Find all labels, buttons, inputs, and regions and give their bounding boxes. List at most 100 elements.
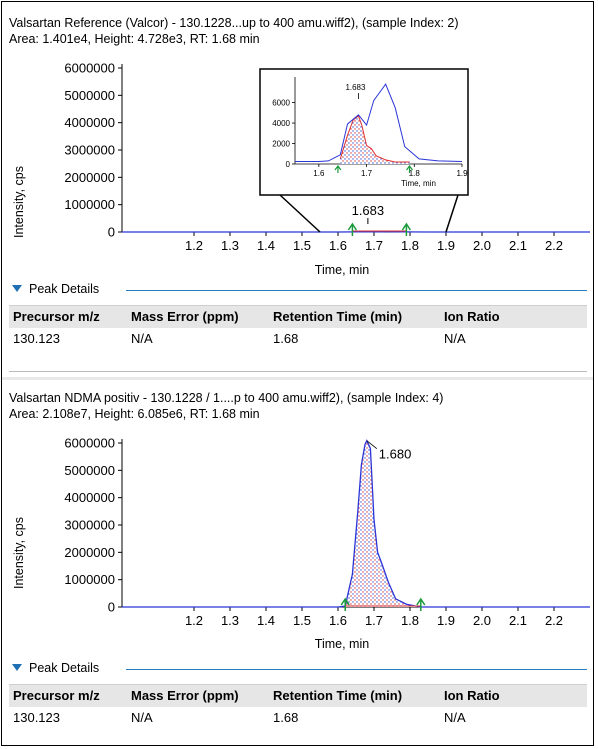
column-precursor-mz[interactable]: Precursor m/z bbox=[13, 309, 100, 324]
x-tick-label: 1.9 bbox=[437, 613, 455, 628]
y-tick-label: 1000000 bbox=[64, 572, 115, 587]
table-header-row: Precursor m/z Mass Error (ppm) Retention… bbox=[9, 305, 587, 328]
y-tick-label: 0 bbox=[108, 225, 115, 240]
peak-details-header[interactable]: Peak Details bbox=[2, 660, 593, 680]
y-tick-label: 5000000 bbox=[64, 88, 115, 103]
table-header-row: Precursor m/z Mass Error (ppm) Retention… bbox=[9, 684, 587, 707]
table-row[interactable]: 130.123 N/A 1.68 N/A bbox=[9, 328, 587, 350]
column-retention-time[interactable]: Retention Time (min) bbox=[273, 688, 403, 703]
inset-y-tick-label: 2000 bbox=[272, 140, 290, 149]
y-tick-label: 6000000 bbox=[64, 436, 115, 451]
inset-x-axis-label: Time, min bbox=[401, 179, 436, 188]
column-precursor-mz[interactable]: Precursor m/z bbox=[13, 688, 100, 703]
x-tick-label: 1.5 bbox=[293, 238, 311, 253]
peak-rt-label: 1.683 bbox=[352, 203, 385, 218]
zoom-connector bbox=[279, 194, 321, 233]
column-retention-time[interactable]: Retention Time (min) bbox=[273, 309, 403, 324]
section-divider bbox=[126, 669, 587, 670]
column-ion-ratio[interactable]: Ion Ratio bbox=[444, 688, 500, 703]
x-tick-label: 1.9 bbox=[437, 238, 455, 253]
inset-integration-marker-icon bbox=[406, 165, 413, 173]
y-tick-label: 2000000 bbox=[64, 545, 115, 560]
y-tick-label: 2000000 bbox=[64, 170, 115, 185]
inset-x-tick-label: 1.7 bbox=[361, 169, 373, 178]
y-tick-label: 1000000 bbox=[64, 197, 115, 212]
inset-integration-marker-icon bbox=[334, 165, 342, 173]
section-divider bbox=[126, 290, 587, 291]
inset-x-tick-label: 1.9 bbox=[456, 169, 468, 178]
column-mass-error[interactable]: Mass Error (ppm) bbox=[131, 688, 239, 703]
column-ion-ratio[interactable]: Ion Ratio bbox=[444, 309, 500, 324]
integration-marker-icon bbox=[401, 222, 412, 236]
cell-precursor-mz: 130.123 bbox=[13, 710, 60, 725]
panel-separator bbox=[2, 377, 593, 380]
x-tick-label: 1.7 bbox=[365, 613, 383, 628]
x-tick-label: 2.1 bbox=[509, 613, 527, 628]
zoom-connector bbox=[445, 194, 459, 233]
collapse-arrow-icon[interactable] bbox=[12, 664, 22, 671]
collapse-arrow-icon[interactable] bbox=[12, 285, 22, 292]
x-tick-label: 2.2 bbox=[545, 238, 563, 253]
chart-title: Valsartan Reference (Valcor) - 130.1228.… bbox=[9, 16, 459, 30]
inset-x-tick-label: 1.8 bbox=[409, 169, 421, 178]
cell-precursor-mz: 130.123 bbox=[13, 331, 60, 346]
inset-peak-rt-label: 1.683 bbox=[345, 83, 366, 92]
y-tick-label: 3000000 bbox=[64, 143, 115, 158]
x-tick-label: 2.1 bbox=[509, 238, 527, 253]
peak-details-label: Peak Details bbox=[29, 661, 100, 675]
panel-ndma: Valsartan NDMA positiv - 130.1228 / 1...… bbox=[2, 381, 593, 745]
x-tick-label: 2.0 bbox=[473, 238, 491, 253]
inset-red-trace bbox=[339, 115, 410, 163]
integration-marker-icon bbox=[416, 597, 426, 611]
peak-details-header[interactable]: Peak Details bbox=[2, 281, 593, 301]
peak-details-table: Precursor m/z Mass Error (ppm) Retention… bbox=[9, 305, 587, 350]
cell-ion-ratio: N/A bbox=[444, 710, 466, 725]
panel-reference: Valsartan Reference (Valcor) - 130.1228.… bbox=[2, 2, 593, 376]
peak-rt-leader bbox=[366, 440, 378, 449]
peak-details-label: Peak Details bbox=[29, 282, 100, 296]
x-tick-label: 1.6 bbox=[329, 238, 347, 253]
x-tick-label: 1.3 bbox=[221, 613, 239, 628]
peak-stats: Area: 2.108e7, Height: 6.085e6, RT: 1.68… bbox=[9, 407, 260, 421]
peak-area-fill bbox=[345, 440, 421, 607]
y-tick-label: 5000000 bbox=[64, 463, 115, 478]
x-tick-label: 1.8 bbox=[401, 238, 419, 253]
peak-rt-label: 1.680 bbox=[379, 447, 412, 462]
table-bottom-border bbox=[9, 371, 587, 372]
x-tick-label: 1.4 bbox=[257, 613, 275, 628]
y-axis-label: Intensity, cps bbox=[12, 166, 26, 238]
x-tick-label: 2.2 bbox=[545, 613, 563, 628]
cell-retention-time: 1.68 bbox=[273, 710, 299, 725]
chart-title: Valsartan NDMA positiv - 130.1228 / 1...… bbox=[9, 391, 444, 405]
chromatogram-chart-1[interactable]: Intensity, cps Time, min 0 1000000 2000000… bbox=[2, 52, 593, 282]
y-tick-label: 4000000 bbox=[64, 490, 115, 505]
cell-mass-error: N/A bbox=[131, 331, 153, 346]
y-tick-label: 6000000 bbox=[64, 61, 115, 76]
x-tick-label: 1.5 bbox=[293, 613, 311, 628]
y-axis-label: Intensity, cps bbox=[12, 517, 26, 589]
x-tick-label: 2.0 bbox=[473, 613, 491, 628]
y-tick-label: 0 bbox=[108, 600, 115, 615]
inset-x-tick-label: 1.6 bbox=[313, 169, 325, 178]
chromatogram-chart-2[interactable]: Intensity, cps Time, min 0 1000000 2000000… bbox=[2, 427, 593, 657]
integration-marker-icon bbox=[340, 597, 350, 611]
y-tick-label: 3000000 bbox=[64, 518, 115, 533]
inset-y-tick-label: 0 bbox=[286, 160, 291, 169]
x-tick-label: 1.2 bbox=[185, 613, 203, 628]
inset-y-tick-label: 6000 bbox=[272, 99, 290, 108]
peak-stats: Area: 1.401e4, Height: 4.728e3, RT: 1.68… bbox=[9, 32, 260, 46]
x-axis-label: Time, min bbox=[315, 637, 369, 651]
inset-peak-area-fill bbox=[340, 115, 410, 164]
x-tick-label: 1.4 bbox=[257, 238, 275, 253]
x-tick-label: 1.7 bbox=[365, 238, 383, 253]
table-row[interactable]: 130.123 N/A 1.68 N/A bbox=[9, 707, 587, 729]
y-tick-label: 4000000 bbox=[64, 115, 115, 130]
inset-blue-trace bbox=[295, 83, 463, 162]
x-tick-label: 1.3 bbox=[221, 238, 239, 253]
cell-mass-error: N/A bbox=[131, 710, 153, 725]
x-axis-label: Time, min bbox=[315, 263, 369, 277]
inset-y-tick-label: 4000 bbox=[272, 119, 290, 128]
x-tick-label: 1.6 bbox=[329, 613, 347, 628]
column-mass-error[interactable]: Mass Error (ppm) bbox=[131, 309, 239, 324]
